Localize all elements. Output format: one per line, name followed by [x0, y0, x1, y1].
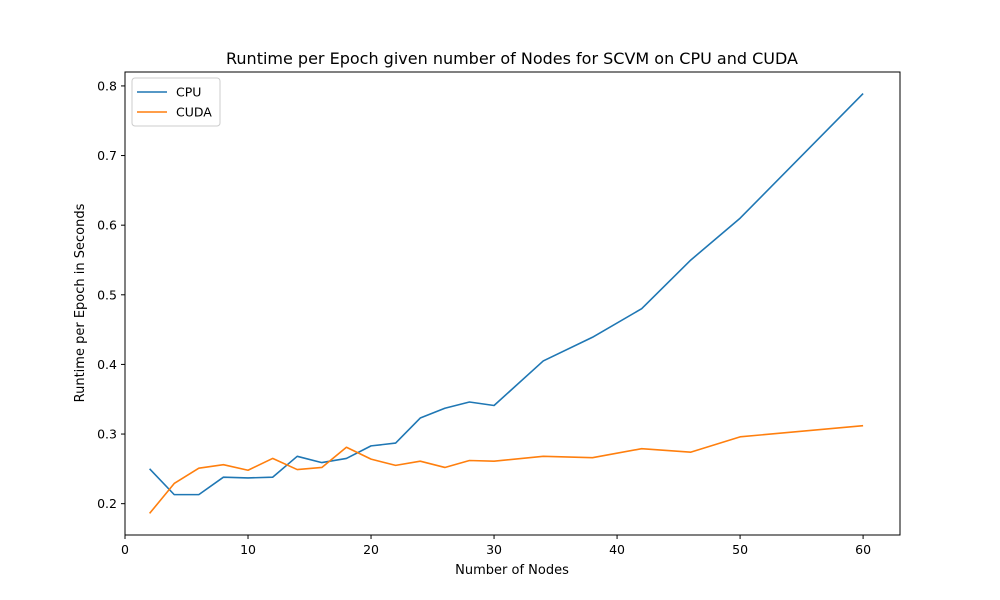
legend-label-cpu: CPU: [176, 85, 201, 100]
series-line-cuda: [148, 424, 864, 514]
x-axis-label: Number of Nodes: [455, 563, 569, 578]
tick-group: 0 10 20 30 40 50 60 0.2 0.3 0.4 0.5 0.6 0.7 0.8: [97, 78, 871, 557]
y-axis-label: Runtime per Epoch in Seconds: [73, 203, 88, 402]
legend: CPU CUDA: [131, 77, 221, 127]
x-tick-label: 40: [609, 542, 625, 557]
plot-area: [124, 71, 901, 536]
y-tick-label: 0.5: [97, 287, 117, 302]
x-tick-label: 20: [363, 542, 379, 557]
x-tick-label: 10: [240, 542, 256, 557]
x-tick-label: 30: [486, 542, 502, 557]
legend-label-cuda: CUDA: [176, 105, 212, 120]
x-tick-label: 0: [121, 542, 129, 557]
y-tick-label: 0.6: [97, 218, 117, 233]
chart-title: Runtime per Epoch given number of Nodes …: [226, 49, 798, 68]
y-tick-label: 0.4: [97, 357, 117, 372]
y-tick-label: 0.7: [97, 148, 117, 163]
y-tick-label: 0.8: [97, 78, 117, 93]
y-tick-label: 0.3: [97, 427, 117, 442]
series-line-cpu: [149, 93, 864, 496]
x-tick-label: 60: [855, 542, 871, 557]
y-tick-label: 0.2: [97, 496, 117, 511]
legend-box: [131, 77, 221, 127]
series-group: [148, 93, 864, 514]
x-tick-label: 50: [732, 542, 748, 557]
